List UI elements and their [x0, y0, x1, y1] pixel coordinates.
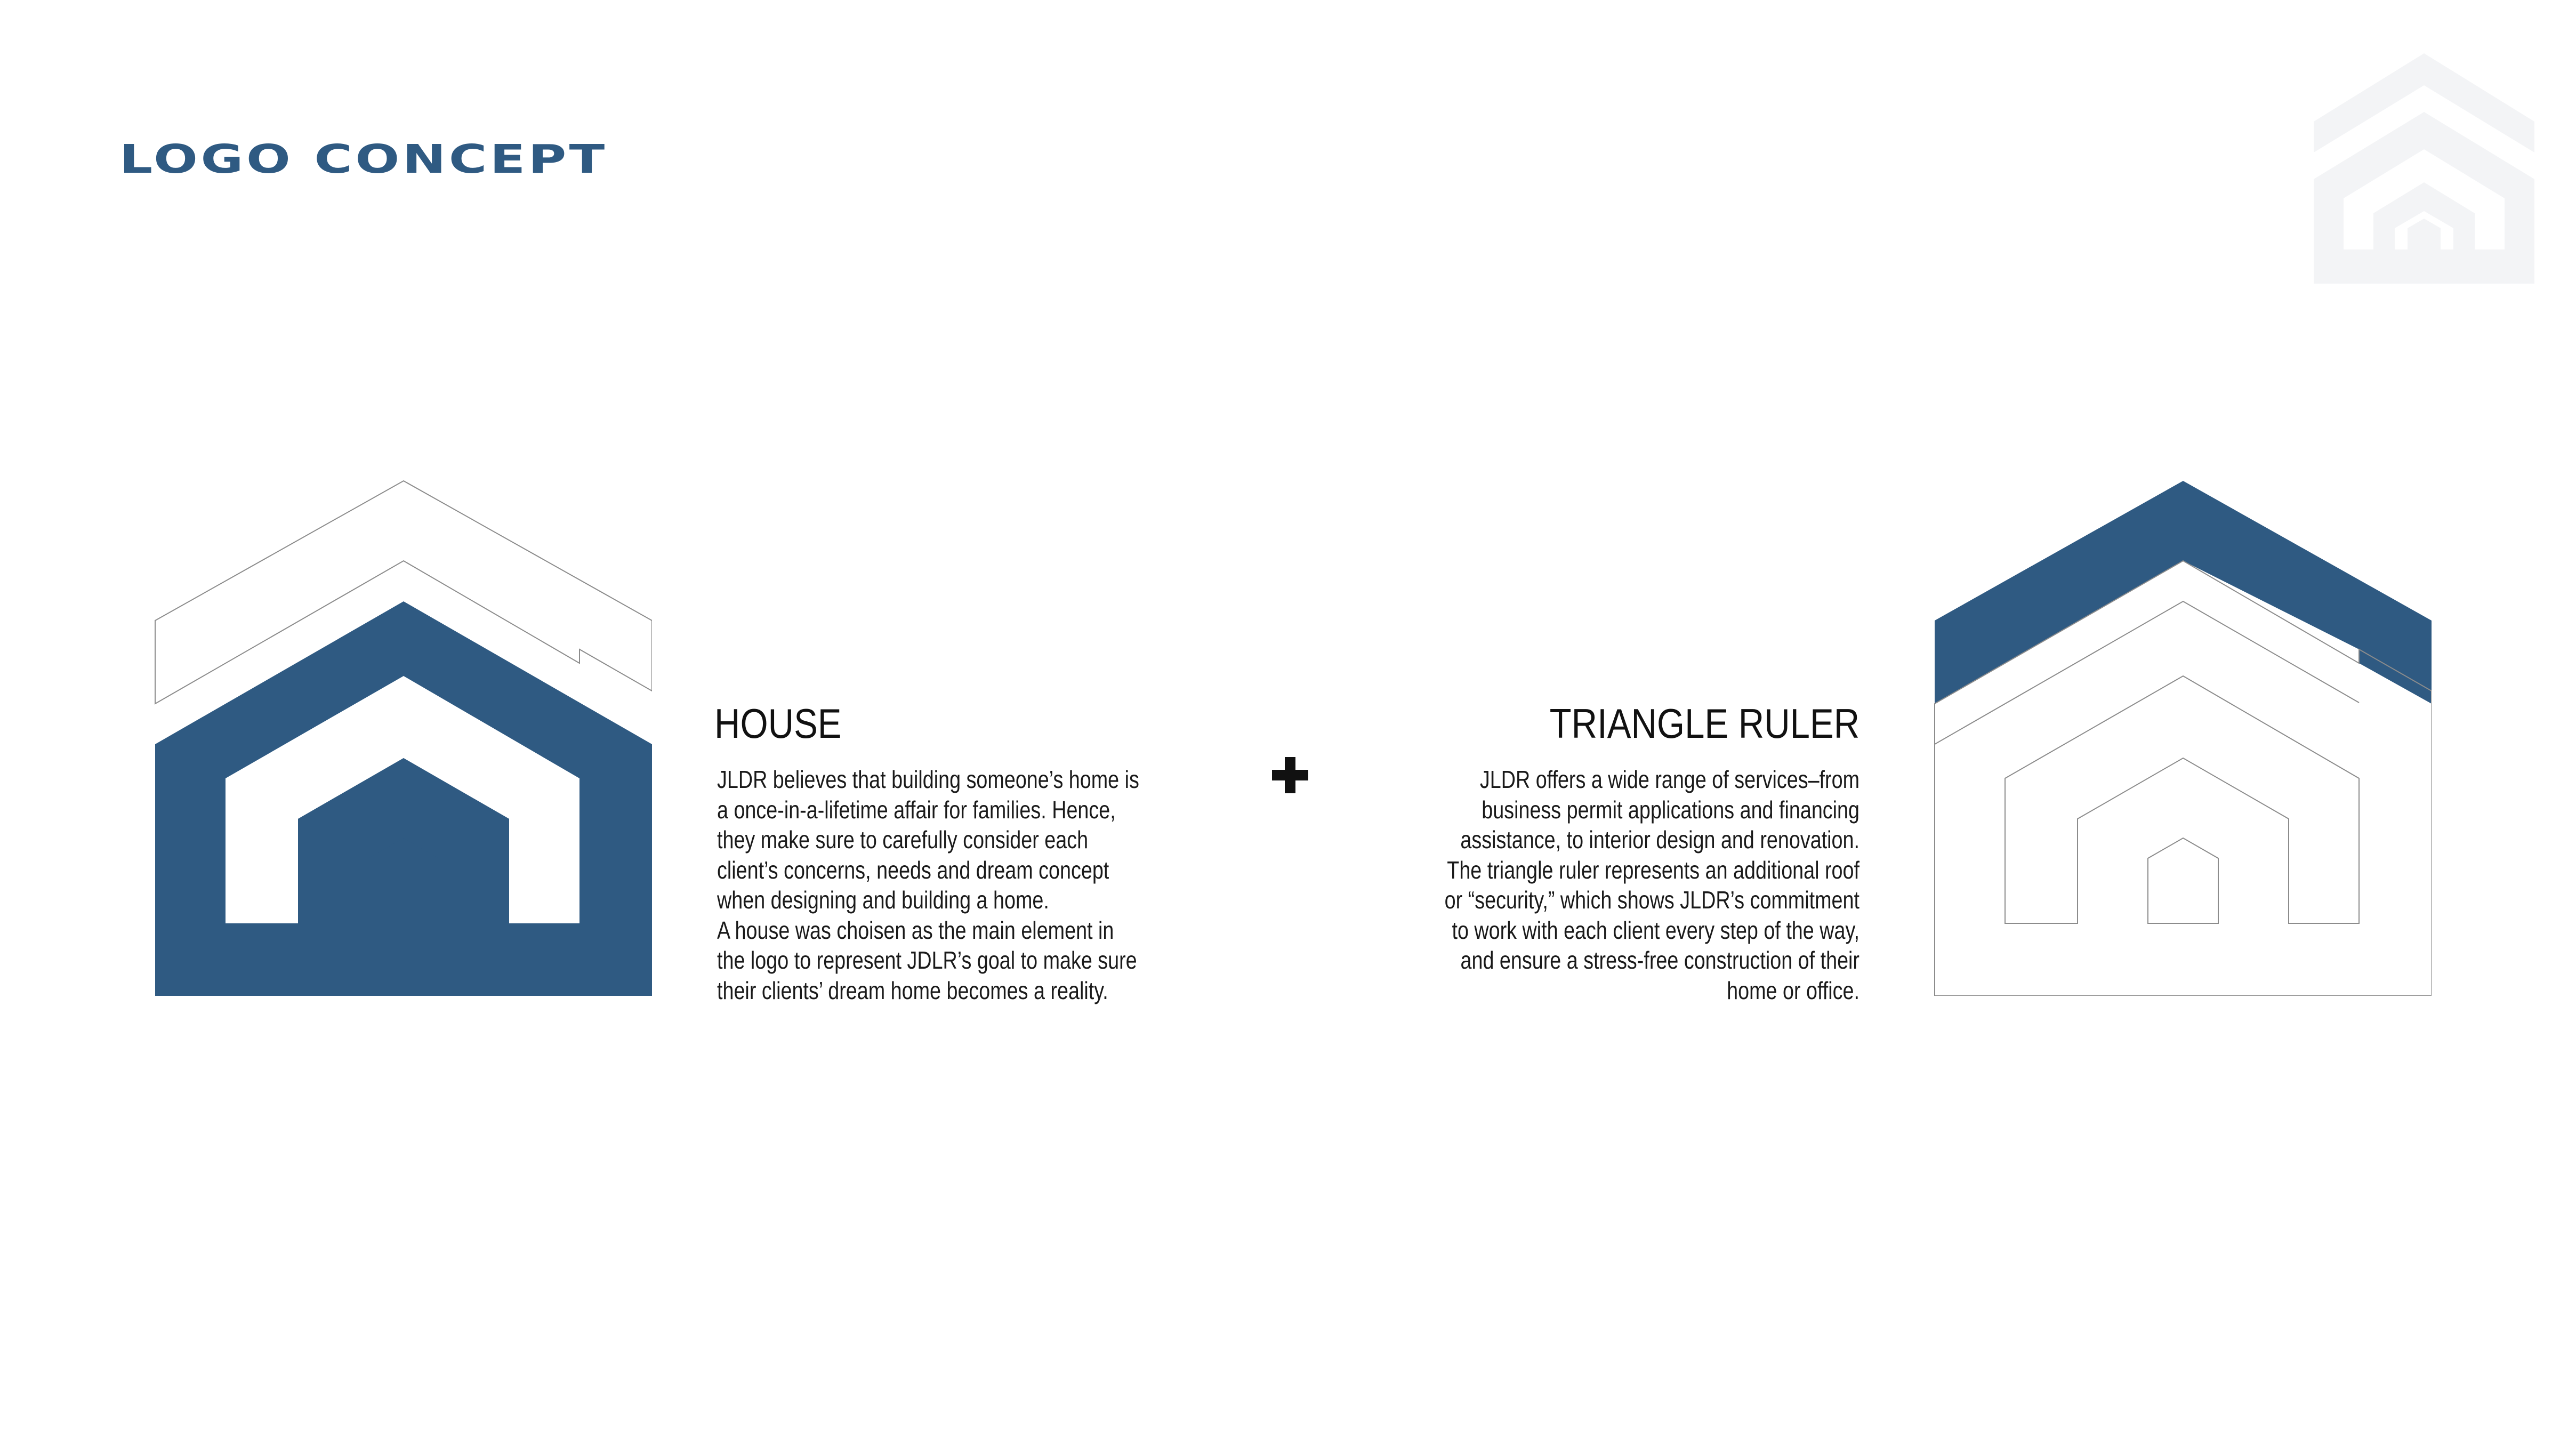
- triangle-ruler-heading: TRIANGLE RULER: [1549, 700, 1859, 747]
- watermark-door: [2373, 182, 2475, 249]
- house-description: JLDR believes that building someone’s ho…: [717, 766, 1139, 1004]
- window-outline: [2147, 837, 2219, 924]
- ruler-roof: [1935, 481, 2432, 704]
- watermark-roof: [2314, 53, 2534, 152]
- page-title: LOGO CONCEPT: [119, 136, 608, 182]
- house-logo-icon: [155, 480, 652, 996]
- house-heading: HOUSE: [714, 700, 842, 747]
- roof-outline-outer: [155, 480, 652, 705]
- house-outline-inner: [2005, 675, 2360, 924]
- watermark-house: [2314, 112, 2534, 284]
- plus-icon: [1272, 757, 1308, 793]
- triangle-ruler-description: JLDR offers a wide range of services–fro…: [1444, 766, 1859, 1004]
- triangle-ruler-logo-icon: [1934, 481, 2432, 996]
- watermark-logo-icon: [2314, 53, 2534, 284]
- roof-outline-inner: [1934, 600, 2360, 745]
- watermark-window: [2408, 219, 2441, 249]
- window-cutout-frame: [298, 758, 509, 923]
- house-outline-outer: [1934, 560, 2432, 996]
- plus-vertical-bar: [1285, 757, 1295, 793]
